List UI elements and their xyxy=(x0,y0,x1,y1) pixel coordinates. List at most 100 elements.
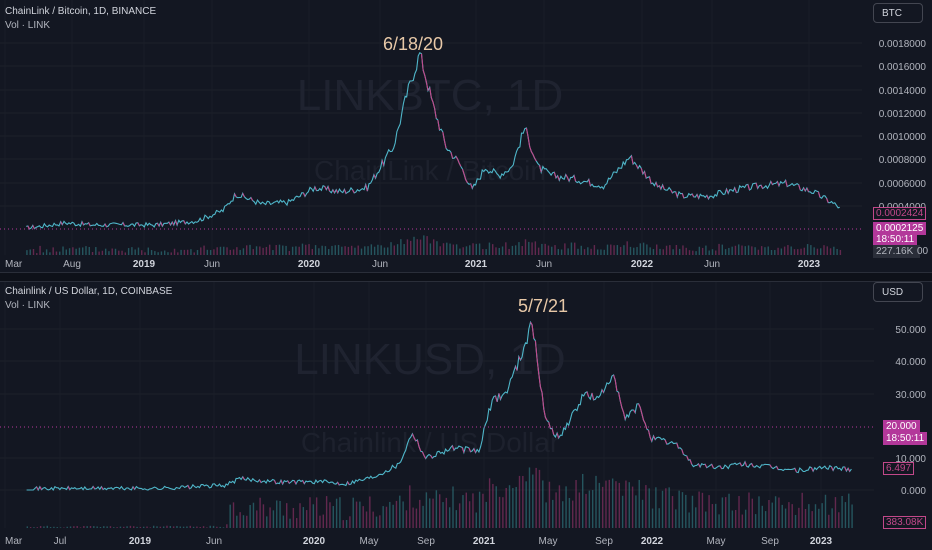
price-down-segment xyxy=(432,102,436,109)
symbol-title[interactable]: Chainlink / US Dollar, 1D, COINBASE xyxy=(5,286,173,297)
price-down-segment xyxy=(156,222,160,227)
volume-bar xyxy=(199,527,201,528)
volume-bar xyxy=(46,525,48,528)
price-down-segment xyxy=(420,53,424,71)
volume-bar xyxy=(685,494,687,528)
volume-bar xyxy=(656,244,658,255)
volume-bar xyxy=(688,250,691,255)
price-down-segment xyxy=(443,140,447,149)
volume-bar xyxy=(662,249,664,255)
price-down-segment xyxy=(171,221,175,226)
volume-bar xyxy=(29,527,32,528)
volume-indicator-label[interactable]: Vol · LINK xyxy=(5,20,51,31)
volume-bar xyxy=(616,245,619,255)
price-down-segment xyxy=(794,468,798,473)
price-down-segment xyxy=(280,480,284,485)
volume-bar xyxy=(435,490,438,528)
chart-canvas-linkusd[interactable]: LINKUSD, 1D Chainlink / US Dollar 50.000 40… xyxy=(0,282,932,550)
volume-bar xyxy=(598,482,601,528)
price-down-segment xyxy=(830,466,834,471)
volume-bar xyxy=(678,490,680,528)
volume-bar xyxy=(665,488,667,528)
volume-bar xyxy=(286,503,288,528)
volume-bar xyxy=(788,502,790,528)
volume-bar xyxy=(774,496,777,528)
price-down-segment xyxy=(744,461,748,467)
price-down-segment xyxy=(649,437,653,442)
volume-bar xyxy=(432,239,435,255)
volume-bar xyxy=(648,488,650,528)
price-down-segment xyxy=(691,193,695,198)
volume-bar xyxy=(382,506,384,528)
volume-bar xyxy=(651,508,654,528)
price-down-segment xyxy=(675,191,678,198)
volume-bar xyxy=(98,251,100,255)
volume-bar xyxy=(76,526,78,528)
price-down-segment xyxy=(463,174,467,180)
volume-bar xyxy=(537,247,540,255)
price-down-segment xyxy=(518,356,521,361)
volume-bar xyxy=(738,496,740,528)
price-down-segment xyxy=(662,184,665,190)
x-tick-label: 2020 xyxy=(298,259,321,270)
price-down-segment xyxy=(618,392,621,401)
volume-bar xyxy=(482,249,484,255)
volume-bar xyxy=(708,495,710,528)
currency-button-usd[interactable]: USD xyxy=(873,282,923,302)
price-down-segment xyxy=(104,223,108,228)
volume-bar xyxy=(349,516,351,528)
price-down-segment xyxy=(739,462,743,467)
volume-bar xyxy=(838,512,840,528)
x-tick-label: Jun xyxy=(704,259,720,270)
symbol-title[interactable]: ChainLink / Bitcoin, 1D, BINANCE xyxy=(5,6,157,17)
volume-bar xyxy=(103,526,105,528)
chart-pane-linkbtc[interactable]: LINKBTC, 1D ChainLink / Bitcoin 0.0018000 0… xyxy=(0,0,932,272)
volume-bar xyxy=(811,511,813,528)
chart-canvas-linkbtc[interactable]: LINKBTC, 1D ChainLink / Bitcoin 0.0018000 0… xyxy=(0,0,932,272)
volume-bar xyxy=(629,246,632,255)
price-down-segment xyxy=(601,389,605,393)
volume-indicator-label[interactable]: Vol · LINK xyxy=(5,300,51,311)
volume-bar xyxy=(69,526,72,528)
volume-bar xyxy=(701,247,704,255)
currency-button-btc[interactable]: BTC xyxy=(873,3,923,23)
volume-bar xyxy=(839,249,842,255)
x-tick-label: Aug xyxy=(63,259,81,270)
price-down-segment xyxy=(67,486,71,490)
volume-bar xyxy=(143,526,145,528)
volume-bar xyxy=(365,511,368,528)
volume-bar xyxy=(213,249,215,255)
pane-divider[interactable] xyxy=(0,272,932,282)
volume-bar xyxy=(399,495,401,528)
volume-bar xyxy=(747,245,750,255)
volume-bar xyxy=(141,250,143,255)
volume-bar xyxy=(432,498,434,528)
volume-bar xyxy=(600,249,602,255)
volume-bar xyxy=(236,247,238,255)
volume-bar xyxy=(419,239,422,255)
volume-bar xyxy=(442,502,444,528)
volume-bar xyxy=(429,243,432,255)
volume-bar xyxy=(465,492,468,528)
volume-bar xyxy=(196,249,199,255)
volume-bar xyxy=(758,496,760,528)
chart-pane-linkusd[interactable]: LINKUSD, 1D Chainlink / US Dollar 50.000 40… xyxy=(0,282,932,550)
x-tick-label: May xyxy=(707,536,726,547)
price-down-segment xyxy=(655,182,659,188)
price-down-segment xyxy=(430,455,433,459)
volume-bar xyxy=(49,252,51,255)
volume-bar xyxy=(305,244,307,255)
volume-bar xyxy=(78,247,81,255)
volume-bar xyxy=(186,249,189,255)
volume-bar xyxy=(848,493,850,528)
volume-bar xyxy=(345,519,348,528)
volume-bar xyxy=(216,247,218,255)
volume-bar xyxy=(823,245,825,255)
volume-bar xyxy=(578,492,581,528)
price-down-segment xyxy=(776,466,779,470)
volume-bar xyxy=(691,495,694,528)
volume-bar xyxy=(252,249,254,255)
price-down-segment xyxy=(242,193,245,198)
volume-bar xyxy=(150,250,153,255)
volume-bar xyxy=(29,249,31,255)
